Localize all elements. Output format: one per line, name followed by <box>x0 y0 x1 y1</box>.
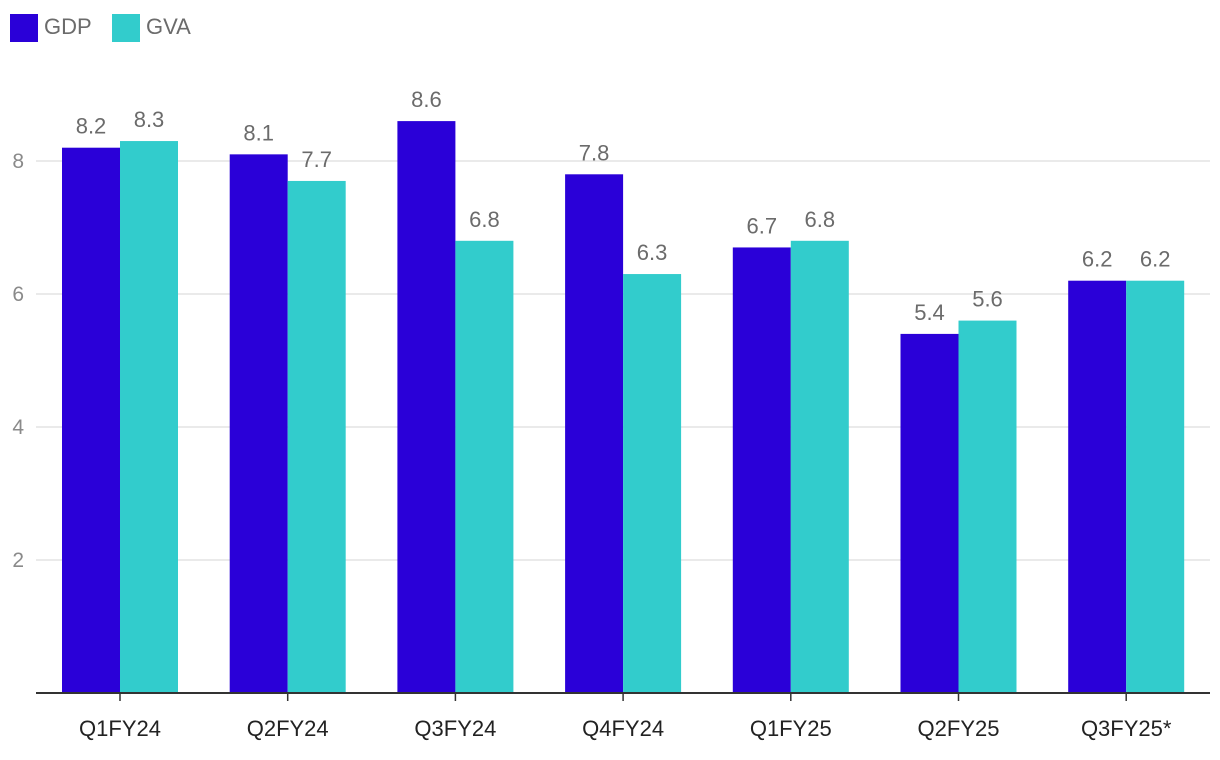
data-label-gva: 5.6 <box>972 287 1003 312</box>
legend-label-gdp: GDP <box>44 14 92 39</box>
bar-gva <box>1126 280 1185 693</box>
bar-gva <box>287 180 346 693</box>
x-tick-label: Q3FY24 <box>414 716 496 741</box>
data-label-gdp: 8.1 <box>243 120 274 145</box>
data-label-gdp: 7.8 <box>579 140 610 165</box>
data-label-gdp: 6.2 <box>1082 247 1113 272</box>
data-label-gdp: 5.4 <box>914 300 945 325</box>
x-tick-label: Q2FY25 <box>918 716 1000 741</box>
data-label-gdp: 8.2 <box>76 114 107 139</box>
y-tick-label: 2 <box>12 549 24 572</box>
data-label-gva: 6.8 <box>805 207 836 232</box>
bar-gva <box>120 141 178 694</box>
bar-gdp <box>900 333 959 693</box>
legend-label-gva: GVA <box>146 14 191 39</box>
x-tick-label: Q2FY24 <box>247 716 329 741</box>
data-label-gva: 8.3 <box>134 107 165 132</box>
y-tick-label: 4 <box>12 416 24 439</box>
x-tick-label: Q3FY25* <box>1081 716 1172 741</box>
x-tick-label: Q1FY24 <box>79 716 161 741</box>
legend: GDP GVA <box>10 14 191 42</box>
x-axis-ticks: Q1FY24 Q2FY24 Q3FY24 Q4FY24 Q1FY25 Q2FY25 Q3FY… <box>79 693 1172 741</box>
data-label-gva: 7.7 <box>301 147 332 172</box>
bar-gva <box>623 274 682 693</box>
y-tick-label: 8 <box>12 150 24 173</box>
data-label-gva: 6.2 <box>1140 247 1171 272</box>
bar-gdp <box>1068 280 1127 693</box>
x-tick-label: Q4FY24 <box>582 716 664 741</box>
bar-gva <box>958 320 1017 693</box>
bar-gdp <box>565 174 624 694</box>
x-tick-label: Q1FY25 <box>750 716 832 741</box>
data-labels: 8.2 8.3 8.1 7.7 8.6 6.8 7.8 6.3 6.7 6.8 5.4 5.6 6.2 6… <box>76 87 1171 325</box>
data-label-gdp: 8.6 <box>411 87 442 112</box>
y-axis-ticks: 2 4 6 8 <box>12 150 24 572</box>
legend-swatch-gdp <box>10 14 38 42</box>
bar-gdp <box>229 154 288 694</box>
bar-gdp <box>62 147 120 693</box>
data-label-gdp: 6.7 <box>747 213 778 238</box>
bar-gva <box>790 240 849 694</box>
y-tick-label: 6 <box>12 283 24 306</box>
bars <box>62 121 1185 694</box>
data-label-gva: 6.3 <box>637 240 668 265</box>
bar-gva <box>455 240 514 694</box>
data-label-gva: 6.8 <box>469 207 500 232</box>
bar-gdp <box>397 121 456 694</box>
legend-swatch-gva <box>112 14 140 42</box>
bar-gdp <box>732 247 791 693</box>
